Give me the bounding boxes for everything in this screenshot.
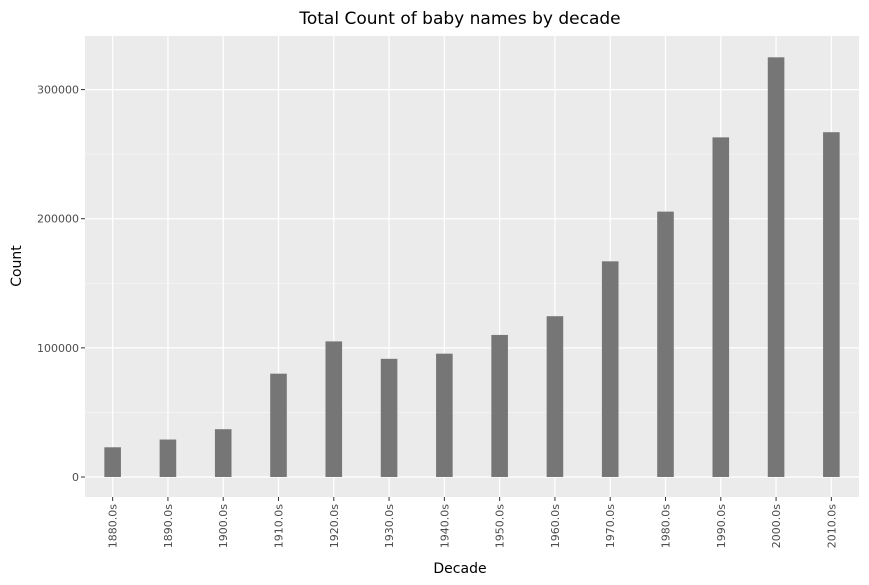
- x-tick-label: 2000.0s: [770, 504, 783, 548]
- bar-1890.0s: [159, 439, 177, 477]
- y-tick-label: 300000: [37, 84, 79, 97]
- y-axis: 0 100000 200000 300000: [37, 84, 85, 484]
- bar-1990.0s: [712, 137, 730, 477]
- bar-1950.0s: [491, 334, 508, 477]
- bar-2010.0s: [823, 132, 840, 477]
- y-tick-label: 100000: [37, 342, 79, 355]
- bars: [104, 57, 840, 477]
- chart-title: Total Count of baby names by decade: [298, 9, 620, 29]
- x-tick-label: 1940.0s: [438, 504, 451, 548]
- x-tick-label: 1990.0s: [715, 504, 728, 548]
- bar-1960.0s: [546, 316, 564, 477]
- plot-panel: [85, 36, 859, 497]
- x-tick-label: 1930.0s: [383, 504, 396, 548]
- y-axis-title: Count: [9, 245, 25, 287]
- bar-2000.0s: [767, 57, 785, 477]
- x-axis-title: Decade: [433, 561, 486, 577]
- x-axis: 1880.0s 1890.0s 1900.0s 1910.0s 1920.0s 1930.…: [107, 497, 838, 548]
- bar-1900.0s: [214, 429, 232, 477]
- x-tick-label: 1970.0s: [604, 504, 617, 548]
- x-tick-label: 1910.0s: [273, 504, 286, 548]
- bar-1880.0s: [104, 447, 121, 477]
- minor-gridlines: [85, 153, 859, 413]
- x-tick-label: 1950.0s: [494, 504, 507, 548]
- x-tick-label: 1920.0s: [328, 504, 341, 548]
- x-tick-label: 1900.0s: [217, 504, 230, 548]
- bar-1930.0s: [380, 358, 398, 477]
- x-tick-label: 1980.0s: [660, 504, 673, 548]
- x-tick-label: 1890.0s: [162, 504, 175, 548]
- x-tick-label: 1960.0s: [549, 504, 562, 548]
- x-tick-label: 2010.0s: [825, 504, 838, 548]
- bar-1940.0s: [436, 353, 453, 477]
- x-tick-label: 1880.0s: [107, 504, 120, 548]
- bar-1910.0s: [270, 373, 287, 477]
- bar-1970.0s: [601, 261, 619, 477]
- bar-1920.0s: [325, 341, 343, 477]
- y-tick-label: 200000: [37, 213, 79, 226]
- y-tick-label: 0: [72, 471, 79, 484]
- bar-1980.0s: [657, 211, 674, 477]
